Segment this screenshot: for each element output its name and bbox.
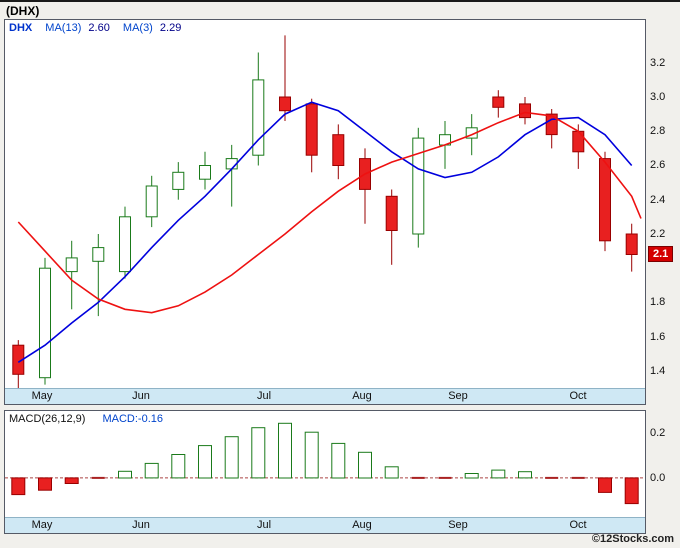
candle-up (172, 171, 185, 190)
ma13-line (17, 101, 633, 363)
price-axis-label: 2.2 (650, 228, 666, 240)
price-plot (12, 35, 642, 388)
macd-bar-negative (624, 477, 639, 505)
macd-bar-positive (198, 445, 212, 479)
candle-down (572, 130, 585, 153)
ma13-label: MA(13) (45, 22, 82, 34)
price-axis-label: 3.2 (650, 57, 666, 69)
candle-down (12, 344, 25, 375)
candle-down (625, 233, 638, 255)
macd-plot (5, 422, 645, 505)
month-label: Sep (448, 519, 468, 531)
macd-value: MACD:-0.16 (102, 413, 164, 425)
macd-bar-flat (545, 476, 559, 479)
price-axis-label: 2.4 (650, 194, 666, 206)
macd-bar-positive (144, 462, 159, 479)
macd-bar-positive (278, 422, 292, 479)
candle-up (412, 137, 425, 235)
macd-bar-positive (384, 466, 399, 479)
macd-bar-flat (411, 476, 425, 479)
candle-down (279, 96, 291, 112)
macd-bar-positive (358, 451, 372, 479)
macd-bar-positive (224, 436, 239, 479)
symbol-label: DHX (9, 22, 33, 34)
candle-up (199, 165, 211, 180)
month-label: Oct (569, 519, 587, 531)
price-axis-label: 1.8 (650, 296, 666, 308)
candle-down (332, 134, 345, 166)
month-label: May (31, 390, 53, 402)
page-title: (DHX) (6, 4, 40, 18)
candle-down (545, 113, 558, 136)
price-axis-label: 1.4 (650, 365, 666, 377)
macd-axis-label: 0.2 (650, 427, 666, 439)
month-label: May (31, 519, 53, 531)
price-axis-label: 3.0 (650, 91, 666, 103)
month-label: Aug (352, 519, 372, 531)
macd-bar-positive (304, 431, 319, 479)
macd-bar-negative (64, 477, 79, 485)
candle-down (519, 103, 531, 119)
macd-bar-flat (438, 476, 452, 479)
macd-bar-flat (571, 476, 585, 479)
price-axis-label: 1.6 (650, 331, 666, 343)
month-label: Jun (132, 390, 150, 402)
macd-bar-flat (91, 476, 105, 479)
candle-up (92, 247, 105, 262)
macd-label: MACD(26,12,9) (9, 413, 86, 425)
month-label: Aug (352, 390, 372, 402)
price-axis-label: 2.8 (650, 125, 666, 137)
candle-down (385, 195, 398, 232)
macd-bar-negative (11, 477, 26, 496)
macd-bar-positive (464, 473, 479, 479)
price-axis-gutter: 3.2 3.0 2.8 2.6 2.4 2.2 1.8 1.6 1.4 2.1 0.2 0.0 (648, 2, 680, 548)
candle-down (305, 103, 318, 156)
month-label: Jun (132, 519, 150, 531)
ma3-line (17, 111, 642, 314)
candles-group (12, 35, 638, 388)
macd-bar-positive (171, 454, 186, 479)
macd-bar-positive (518, 471, 532, 479)
ma13-value: 2.60 (88, 22, 110, 34)
ma3-label: MA(3) (122, 22, 153, 34)
price-month-axis: May Jun Jul Aug Sep Oct (5, 388, 645, 404)
macd-bar-positive (118, 470, 132, 479)
macd-axis-label: 0.0 (650, 472, 666, 484)
watermark: ©12Stocks.com (591, 533, 674, 545)
month-label: Jul (256, 390, 272, 402)
candle-up (145, 185, 158, 218)
macd-bar-negative (38, 477, 52, 491)
price-axis-label: 2.6 (650, 159, 666, 171)
macd-month-axis: May Jun Jul Aug Sep Oct (5, 517, 645, 533)
month-label: Jul (256, 519, 272, 531)
ma3-value: 2.29 (159, 22, 182, 34)
macd-panel: MACD(26,12,9) MACD:-0.16 May Jun Jul Aug Sep… (4, 410, 646, 534)
candle-up (119, 216, 131, 273)
candle-up (65, 257, 78, 273)
macd-bar-positive (251, 427, 266, 479)
candle-up (252, 79, 265, 156)
candle-up (39, 267, 51, 379)
macd-legend: MACD(26,12,9) MACD:-0.16 (9, 413, 163, 425)
macd-bar-positive (491, 469, 506, 479)
price-legend: DHX MA(13) 2.60 MA(3) 2.29 (9, 22, 191, 34)
macd-bar-negative (598, 477, 612, 493)
month-label: Sep (448, 390, 468, 402)
month-label: Oct (569, 390, 587, 402)
candle-down (492, 96, 505, 108)
last-price-badge: 2.1 (648, 246, 674, 262)
macd-bar-positive (331, 442, 346, 479)
price-panel: DHX MA(13) 2.60 MA(3) 2.29 May Jun Jul Aug S… (4, 19, 646, 405)
candle-down (599, 158, 611, 242)
